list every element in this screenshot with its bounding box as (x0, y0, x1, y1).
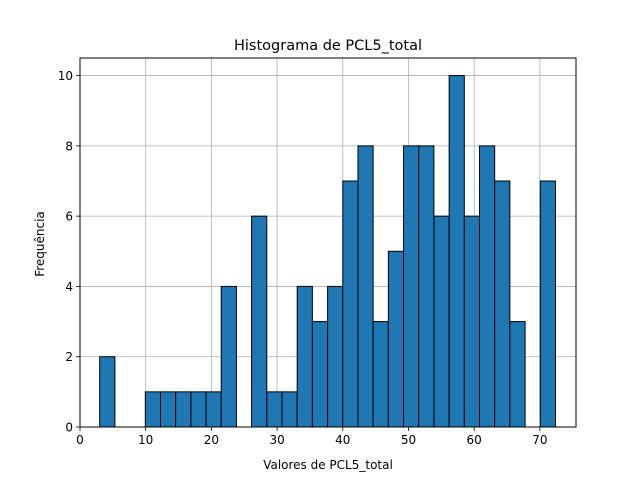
histogram-bar-7 (190, 391, 207, 428)
histogram-bar-4 (144, 391, 161, 428)
x-tick-label: 50 (401, 433, 416, 447)
histogram-bar-21 (403, 145, 420, 428)
histogram-bar-16 (327, 285, 344, 428)
histogram-bar-23 (433, 215, 450, 428)
y-tick-label: 6 (65, 210, 73, 224)
x-tick-label: 20 (204, 433, 219, 447)
y-tick-label: 10 (58, 69, 73, 83)
histogram-bar-1 (99, 356, 116, 428)
y-tick-label: 0 (65, 421, 73, 435)
histogram-bar-30 (539, 180, 556, 428)
histogram-bars (99, 75, 556, 428)
x-tick-label: 10 (138, 433, 153, 447)
chart-title: Histograma de PCL5_total (234, 38, 422, 54)
histogram-bar-13 (281, 391, 298, 428)
y-tick-label: 2 (65, 350, 73, 364)
histogram-bar-19 (372, 321, 389, 428)
histogram-bar-14 (296, 285, 313, 428)
x-axis-ticks: 0 10 20 30 40 50 60 70 (76, 427, 548, 447)
histogram-bar-11 (251, 215, 268, 428)
histogram-bar-8 (205, 391, 222, 428)
x-tick-label: 30 (269, 433, 284, 447)
axes-frame (79, 57, 577, 428)
x-tick-label: 70 (532, 433, 547, 447)
x-axis-label: Valores de PCL5_total (263, 458, 393, 472)
histogram-bar-27 (494, 180, 511, 428)
histogram-bar-12 (266, 391, 283, 428)
histogram-bar-9 (220, 285, 237, 428)
histogram-bar-6 (175, 391, 192, 428)
histogram-bar-15 (311, 321, 329, 428)
histogram-bar-20 (387, 250, 405, 428)
histogram-bar-5 (159, 391, 177, 428)
x-tick-label: 40 (335, 433, 350, 447)
histogram-bar-28 (509, 321, 526, 428)
histogram-bar-25 (463, 215, 480, 428)
histogram-bar-22 (418, 145, 435, 428)
histogram-bar-24 (448, 75, 465, 428)
histogram-bar-26 (478, 145, 496, 428)
histogram-bar-17 (342, 180, 359, 428)
histogram-bar-18 (357, 145, 374, 428)
y-tick-label: 4 (65, 280, 73, 294)
x-tick-label: 0 (76, 433, 84, 447)
y-axis-label: Frequência (33, 211, 47, 277)
y-tick-label: 8 (65, 139, 73, 153)
x-tick-label: 60 (467, 433, 482, 447)
y-axis-ticks: 0 2 4 6 8 10 (58, 69, 80, 435)
